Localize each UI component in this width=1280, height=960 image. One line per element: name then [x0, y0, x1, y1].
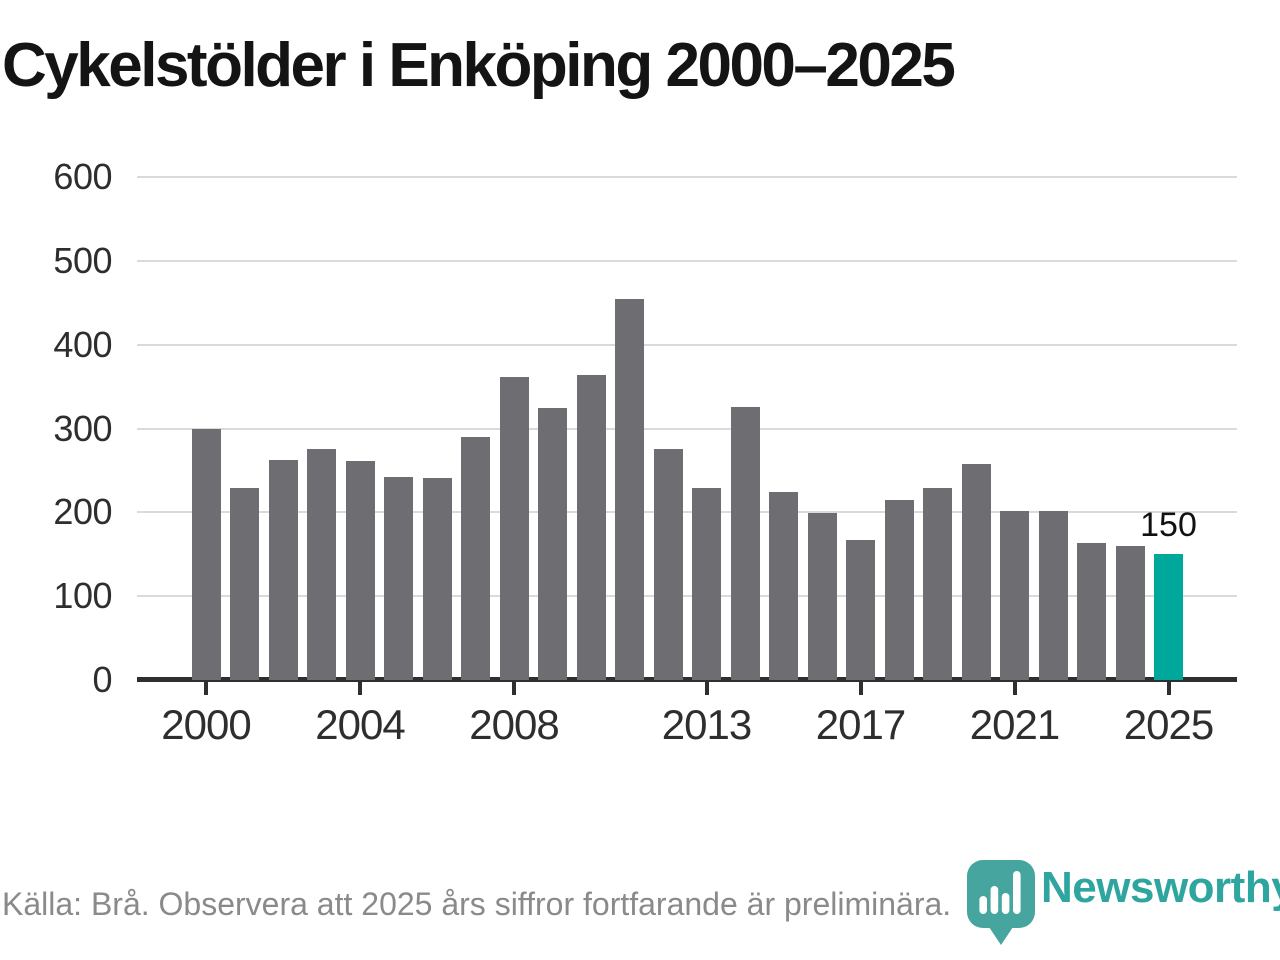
bar-2007: [461, 436, 490, 680]
x-axis-tick: [1166, 682, 1171, 695]
gridline-500: [137, 259, 1237, 262]
chart-title: Cykelstölder i Enköping 2000–2025: [2, 31, 956, 100]
bar-2023: [1077, 543, 1106, 680]
y-axis-tick-label: 500: [53, 239, 112, 281]
newsworthy-pin-icon: [967, 860, 1035, 945]
x-axis-line: [137, 677, 1237, 682]
gridline-200: [137, 511, 1237, 514]
bar-2016: [807, 513, 837, 680]
x-axis-tick-label: 2004: [315, 701, 405, 748]
bar-2025: [1154, 554, 1183, 680]
bar-2012: [653, 449, 683, 680]
bar-2005: [384, 477, 413, 680]
x-axis-tick-label: 2008: [469, 701, 559, 748]
y-axis-tick-label: 0: [92, 659, 112, 700]
gridline-400: [137, 343, 1237, 346]
bar-2000: [191, 428, 221, 680]
bar-2022: [1038, 510, 1068, 680]
x-axis-tick: [858, 682, 863, 695]
highlight-value-label: 150: [1140, 506, 1197, 545]
x-axis-tick: [204, 682, 208, 695]
x-axis-tick-label: 2021: [969, 701, 1060, 748]
gridline-300: [137, 427, 1237, 430]
x-axis-tick-label: 2017: [815, 701, 906, 748]
y-axis-tick-label: 600: [53, 156, 112, 197]
bar-2010: [576, 374, 606, 680]
bar-2001: [230, 488, 259, 680]
gridline-100: [137, 595, 1237, 598]
newsworthy-logo: Newsworthy: [965, 858, 1280, 946]
x-axis-tick-label: 2013: [661, 701, 752, 748]
x-axis-tick-label: 2025: [1123, 701, 1214, 748]
y-axis-tick-label: 100: [53, 575, 112, 617]
x-axis-tick: [358, 682, 362, 695]
x-axis-tick: [512, 682, 516, 695]
y-axis-tick-label: 200: [53, 491, 112, 533]
bar-2020: [961, 463, 991, 680]
x-axis-tick: [1012, 682, 1017, 695]
bar-2011: [615, 298, 644, 680]
y-axis-tick-label: 300: [53, 407, 112, 449]
bar-2014: [730, 406, 760, 680]
newsworthy-wordmark: Newsworthy: [1041, 863, 1280, 912]
bar-2018: [884, 499, 914, 680]
bar-2017: [846, 539, 875, 680]
bar-2024: [1115, 545, 1145, 680]
y-axis-tick-label: 400: [53, 323, 112, 365]
x-axis-tick: [704, 682, 709, 695]
bar-2013: [692, 488, 721, 680]
bar-2003: [307, 448, 336, 680]
bar-2015: [769, 492, 798, 680]
bar-2019: [923, 488, 952, 680]
bar-2006: [422, 477, 452, 680]
source-note: Källa: Brå. Observera att 2025 års siffr…: [2, 886, 952, 922]
bar-2009: [538, 407, 567, 680]
bar-2008: [499, 377, 529, 680]
bar-2021: [1000, 510, 1029, 680]
bar-2002: [268, 459, 298, 680]
gridline-600: [137, 176, 1237, 178]
bar-2004: [345, 461, 375, 680]
x-axis-tick-label: 2000: [161, 701, 251, 748]
